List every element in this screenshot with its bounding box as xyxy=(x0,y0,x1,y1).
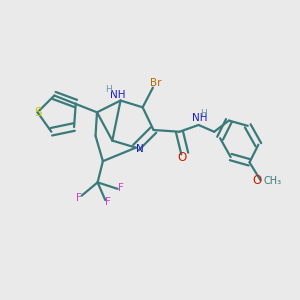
Text: CH₃: CH₃ xyxy=(264,176,282,186)
Text: Br: Br xyxy=(150,78,162,88)
Text: O: O xyxy=(253,174,262,187)
Text: O: O xyxy=(177,151,186,164)
Text: NH: NH xyxy=(192,113,208,124)
Text: N: N xyxy=(136,144,143,154)
Text: F: F xyxy=(105,197,110,207)
Text: H: H xyxy=(105,85,112,94)
Text: H: H xyxy=(200,109,207,118)
Text: NH: NH xyxy=(110,90,125,100)
Text: F: F xyxy=(76,193,82,203)
Text: F: F xyxy=(118,183,124,193)
Text: S: S xyxy=(34,106,41,119)
